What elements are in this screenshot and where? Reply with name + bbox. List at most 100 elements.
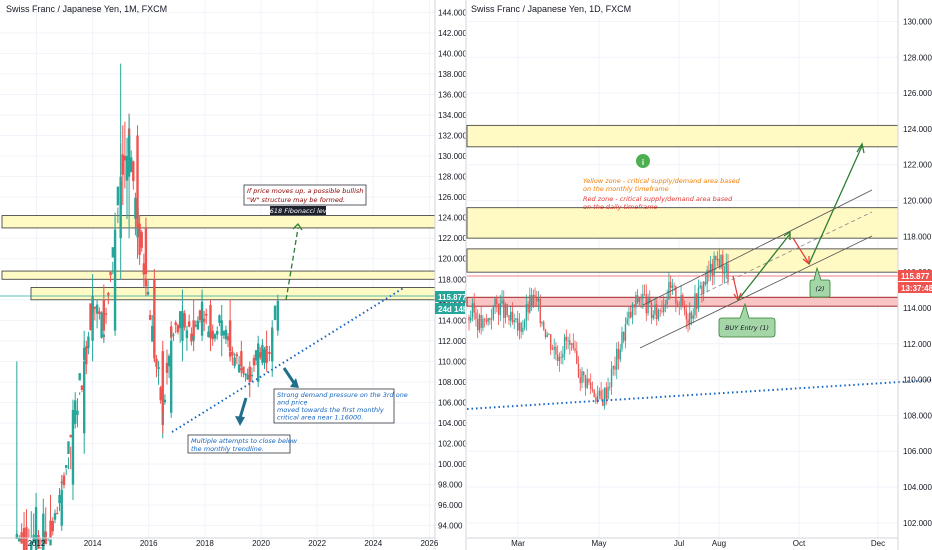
daily-countdown-bg xyxy=(898,282,932,293)
daily-candle-body-137 xyxy=(706,269,708,285)
daily-candle-body-65 xyxy=(581,371,583,384)
daily-candle-body-108 xyxy=(656,304,658,320)
monthly-candles xyxy=(15,63,280,550)
monthly-candle-body-138 xyxy=(240,351,243,367)
daily-candle-body-41 xyxy=(539,298,541,324)
fib-label-box xyxy=(270,206,326,215)
note-red-zone-line1: Red zone - critical supply/demand area b… xyxy=(583,195,733,203)
daily-price-tick: 110.000 xyxy=(903,376,932,385)
monthly-time-tick: 2016 xyxy=(140,539,158,548)
daily-candle-body-131 xyxy=(696,293,698,309)
monthly-candle-body-50 xyxy=(130,157,133,172)
daily-candle-body-113 xyxy=(664,304,667,306)
monthly-chart-panel[interactable]: 94.000 96.000 98.000 100.000 102.000 104.000 1… xyxy=(0,0,468,550)
daily-candle-body-42 xyxy=(541,322,543,324)
daily-candle-body-32 xyxy=(523,320,526,328)
daily-candle-body-5 xyxy=(476,319,479,331)
daily-candle-body-29 xyxy=(518,322,521,331)
daily-price-axis[interactable]: 102.000 104.000 106.000 108.000 110.000 112.0… xyxy=(897,0,932,550)
monthly-candle-body-22 xyxy=(67,441,70,455)
monthly-candle-body-129 xyxy=(153,279,156,352)
daily-candle-body-0 xyxy=(468,316,470,321)
daily-candle-body-144 xyxy=(718,258,721,268)
daily-drawings xyxy=(466,142,932,410)
daily-candle-body-2 xyxy=(471,303,474,318)
monthly-candle-body-27 xyxy=(78,373,81,381)
monthly-candle-body-131 xyxy=(169,340,173,413)
daily-candle-body-145 xyxy=(720,254,722,268)
monthly-candle-body-124 xyxy=(113,238,117,331)
monthly-candle-body-93 xyxy=(222,331,226,336)
monthly-candle-body-123 xyxy=(102,299,106,331)
daily-candle-body-77 xyxy=(602,398,604,406)
daily-candle-body-69 xyxy=(588,378,590,383)
note-attempts-line2: the monthly trendline. xyxy=(191,445,264,453)
note-attempts-line1: Multiple attempts to close below xyxy=(191,437,298,445)
daily-candle-body-110 xyxy=(659,310,661,311)
daily-time-axis[interactable]: Mar May Jul Aug Oct Dec xyxy=(467,537,898,548)
daily-candle-body-96 xyxy=(635,295,637,308)
monthly-candle-body-88 xyxy=(211,330,214,340)
monthly-price-tags: 115.877 24d 14h xyxy=(435,291,468,314)
daily-candle-body-64 xyxy=(579,377,581,384)
monthly-price-tick: 114.000 xyxy=(438,316,467,325)
monthly-yellow-zone xyxy=(1,215,436,229)
daily-candle-body-97 xyxy=(636,295,639,303)
fib-label-text: 0.618 Fibonacci level xyxy=(264,207,333,215)
note-box-w-structure xyxy=(243,184,367,206)
monthly-candle-body-98 xyxy=(233,357,236,367)
daily-candle-body-107 xyxy=(654,304,656,315)
daily-candle-body-15 xyxy=(494,298,496,307)
monthly-candle-body-130 xyxy=(161,351,164,413)
monthly-projection-path xyxy=(285,227,299,301)
monthly-candle-body-58 xyxy=(146,292,150,295)
daily-price-tick: 120.000 xyxy=(903,197,932,206)
monthly-candle-body-32 xyxy=(89,303,92,330)
monthly-candle-body-34 xyxy=(93,306,97,309)
monthly-candle-body-37 xyxy=(100,312,103,338)
daily-price-tick: 102.000 xyxy=(903,519,932,528)
daily-candle-body-25 xyxy=(511,311,514,323)
daily-candle-body-79 xyxy=(605,387,608,399)
note-demand-line: and price xyxy=(277,399,307,407)
daily-price-tick: 130.000 xyxy=(903,17,932,26)
daily-candle-body-116 xyxy=(669,281,672,288)
daily-candle-body-104 xyxy=(649,297,651,304)
monthly-candle-body-135 xyxy=(209,304,212,336)
daily-chart-panel[interactable]: 102.000 104.000 106.000 108.000 110.000 112.0… xyxy=(465,0,932,550)
monthly-candle-body-133 xyxy=(192,320,195,336)
monthly-candle-body-51 xyxy=(132,161,135,182)
daily-price-tick: 106.000 xyxy=(903,447,932,456)
daily-candle-body-89 xyxy=(623,332,625,341)
daily-candle-body-70 xyxy=(589,382,592,389)
monthly-attempt-arrow-shaft xyxy=(238,397,248,419)
monthly-candle-body-42 xyxy=(111,247,115,258)
daily-candle-body-30 xyxy=(520,322,522,332)
red-drop-arrow-1 xyxy=(732,275,739,299)
daily-countdown: 13:37:48 xyxy=(901,284,932,293)
monthly-price-tick: 132.000 xyxy=(438,132,467,141)
monthly-time-tick: 2014 xyxy=(84,539,102,548)
daily-candle-body-78 xyxy=(603,387,606,406)
monthly-candle-body-77 xyxy=(187,321,191,327)
daily-candle-body-120 xyxy=(676,303,679,306)
daily-candle-body-76 xyxy=(600,390,602,399)
buy-entry-label: BUY Entry (1) xyxy=(725,324,769,332)
monthly-candle-body-85 xyxy=(205,313,208,316)
monthly-price-tick: 108.000 xyxy=(438,378,467,387)
daily-candle-body-61 xyxy=(574,348,576,351)
monthly-price-tick: 100.000 xyxy=(438,460,467,469)
monthly-time-tick: 2026 xyxy=(420,539,438,548)
monthly-time-axis[interactable]: 2012 2014 2016 2018 2020 2022 2024 2026 xyxy=(0,537,439,548)
daily-candle-body-67 xyxy=(584,375,587,388)
monthly-price-axis[interactable]: 94.000 96.000 98.000 100.000 102.000 104.000 1… xyxy=(434,0,467,550)
daily-candle-body-34 xyxy=(527,304,529,313)
monthly-candle-body-90 xyxy=(216,330,219,335)
monthly-candle-body-44 xyxy=(116,186,120,206)
daily-candle-body-31 xyxy=(522,327,524,332)
daily-candle-body-40 xyxy=(537,298,540,302)
daily-yellow-zone xyxy=(466,207,899,239)
daily-candle-body-57 xyxy=(567,340,569,342)
monthly-candle-body-112 xyxy=(263,349,266,363)
daily-trendline xyxy=(466,379,932,410)
